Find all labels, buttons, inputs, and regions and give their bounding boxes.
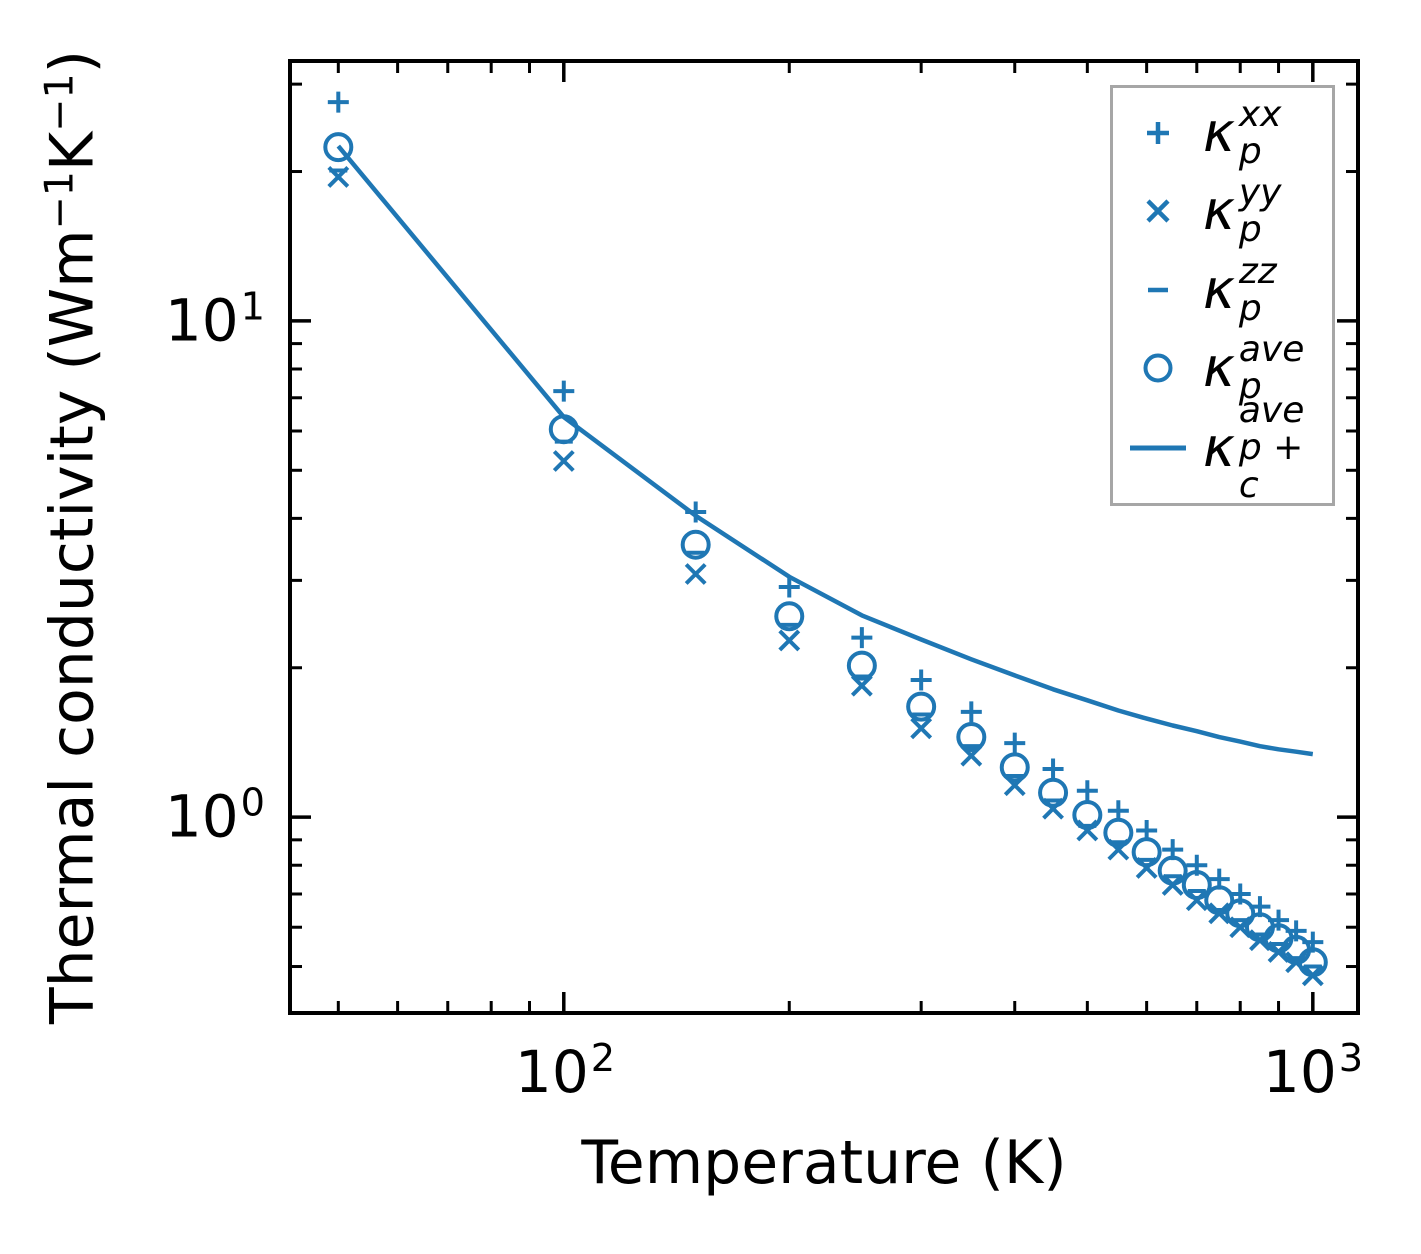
y-tick-label-10e1: 101 bbox=[164, 284, 265, 355]
legend-label: κ ave p bbox=[1203, 328, 1305, 407]
cross-marker-icon bbox=[1146, 199, 1170, 223]
legend-entry-kappa-yy: κ yy p bbox=[1113, 172, 1332, 250]
legend-entry-kappa-zz: κ zz p bbox=[1113, 251, 1332, 329]
x-tick-label-10e2: 102 bbox=[514, 1036, 616, 1107]
legend-entry-kappa-ave: κ ave p bbox=[1113, 329, 1332, 407]
x-tick-label-10e3: 103 bbox=[1262, 1036, 1364, 1107]
dash-marker-icon bbox=[1148, 287, 1168, 293]
legend-label: κ ave p + c bbox=[1203, 389, 1305, 506]
legend-entry-kappa-p-plus-c: κ ave p + c bbox=[1113, 391, 1332, 504]
legend-label: κ zz p bbox=[1203, 250, 1277, 329]
legend-entry-kappa-xx: κ xx p bbox=[1113, 94, 1332, 172]
line-marker-icon bbox=[1130, 445, 1186, 451]
x-axis-label: Temperature (K) bbox=[581, 1128, 1067, 1198]
circle-marker-icon bbox=[1143, 353, 1173, 383]
y-axis-label: Thermal conductivity (Wm−1K−1) bbox=[36, 49, 108, 1025]
legend: κ xx p κ yy p κ zz p κ ave p κ ave p + c bbox=[1110, 85, 1335, 506]
y-tick-label-10e0: 100 bbox=[164, 780, 265, 851]
plus-marker-icon bbox=[1147, 122, 1169, 144]
legend-label: κ yy p bbox=[1203, 171, 1282, 250]
legend-label: κ xx p bbox=[1203, 93, 1282, 172]
